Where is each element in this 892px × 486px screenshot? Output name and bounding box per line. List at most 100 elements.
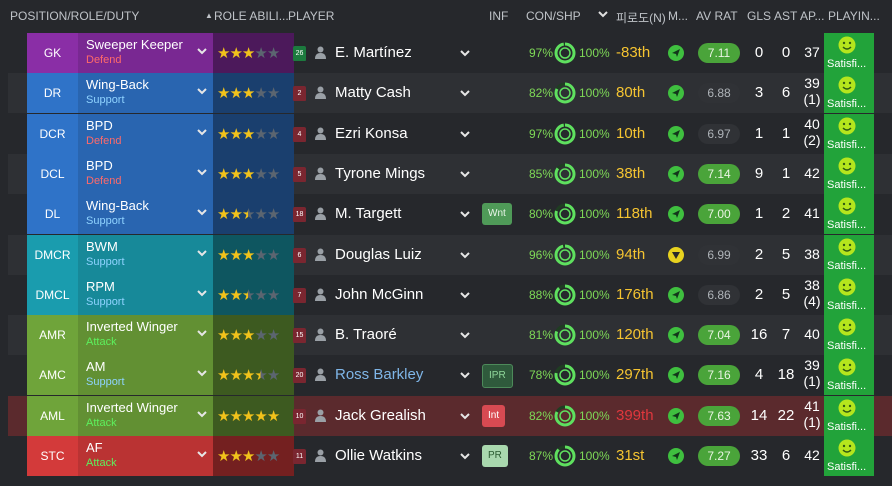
player-name[interactable]: B. Traoré [335,326,397,344]
duty-label: Support [86,94,125,107]
role-dropdown-chevron-icon[interactable] [195,407,209,421]
column-header-position[interactable]: POSITION/ROLE/DUTY [10,9,140,23]
star-icon: ★ [254,45,267,62]
table-row[interactable]: AMC AM Support ★ ★ ★ ★ ★ 20 Ross Barkley IPR 78% 100… [8,355,892,396]
column-header-playing-time[interactable]: PLAYIN... [828,9,880,23]
column-header-rank[interactable]: 피로도(N) [616,11,666,25]
person-icon [315,46,326,59]
role-dropdown-chevron-icon[interactable] [195,326,209,340]
playing-time-status: Satisfi... [827,299,867,312]
role-ability-stars: ★ ★ ★ ★ ★ [213,194,294,235]
role-selector[interactable]: BPD Defend [78,113,213,154]
table-row[interactable]: AMR Inverted Winger Attack ★ ★ ★ ★ ★ 15 B. Traoré… [8,315,892,356]
role-selector[interactable]: BWM Support [78,234,213,275]
assists-value: 0 [781,44,791,61]
player-dropdown-chevron-icon[interactable] [458,207,472,221]
appearances-value: 39 (1) [796,357,828,389]
condition-value: 85% [528,166,553,181]
role-dropdown-chevron-icon[interactable] [195,165,209,179]
player-dropdown-chevron-icon[interactable] [458,409,472,423]
column-header-av-rat[interactable]: AV RAT [696,9,738,23]
player-dropdown-chevron-icon[interactable] [458,167,472,181]
role-selector[interactable]: AF Attack [78,436,213,476]
role-dropdown-chevron-icon[interactable] [195,44,209,58]
player-dropdown-chevron-icon[interactable] [458,368,472,382]
column-header-apps[interactable]: AP... [800,9,825,23]
role-selector[interactable]: RPM Support [78,274,213,315]
player-name[interactable]: E. Martínez [335,44,412,61]
average-rating-badge: 7.04 [698,325,740,346]
position-label: DR [27,73,78,114]
column-header-ast[interactable]: AST [774,9,798,23]
role-dropdown-chevron-icon[interactable] [195,246,209,260]
player-dropdown-chevron-icon[interactable] [458,46,472,60]
goals-value: 2 [754,285,764,303]
star-icon: ★ [254,327,267,345]
player-dropdown-chevron-icon[interactable] [458,449,472,463]
condition-ring-icon [553,323,577,347]
role-dropdown-chevron-icon[interactable] [195,84,209,98]
appearances-value: 37 [796,44,828,60]
role-name: Inverted Winger [86,399,178,415]
star-icon: ★ [217,206,230,224]
assists-value: 1 [781,164,791,182]
player-dropdown-chevron-icon[interactable] [458,248,472,262]
player-name[interactable]: Ezri Konsa [335,124,408,142]
table-row[interactable]: AML Inverted Winger Attack ★ ★ ★ ★ ★ 10 Jack Grea… [8,395,892,436]
player-name[interactable]: M. Targett [335,205,402,223]
player-name[interactable]: Ollie Watkins [335,447,422,464]
position-label: DL [27,194,78,235]
player-name[interactable]: John McGinn [335,285,424,303]
role-selector[interactable]: BPD Defend [78,153,213,194]
column-header-inf[interactable]: INF [489,9,509,23]
column-header-role-ability[interactable]: ROLE ABILI... [214,9,289,23]
role-dropdown-chevron-icon[interactable] [195,125,209,139]
player-name[interactable]: Douglas Luiz [335,245,422,263]
rank-value: 176th [616,285,654,303]
role-selector[interactable]: Wing-Back Support [78,73,213,114]
average-rating-badge: 7.27 [698,446,740,466]
table-row[interactable]: GK Sweeper Keeper Defend ★ ★ ★ ★ ★ 26 E. Martínez… [8,33,892,73]
table-row[interactable]: DCR BPD Defend ★ ★ ★ ★ ★ 4 Ezri Konsa 97% 100% 10th 6… [8,113,892,154]
table-row[interactable]: DCL BPD Defend ★ ★ ★ ★ ★ 5 Tyrone Mings 85% 100% 38t… [8,153,892,194]
smiley-icon [838,197,856,215]
goals-value: 9 [754,164,764,182]
player-dropdown-chevron-icon[interactable] [458,86,472,100]
column-header-morale[interactable]: M... [668,9,688,23]
assists-value: 6 [781,84,791,102]
role-dropdown-chevron-icon[interactable] [195,286,209,300]
table-row[interactable]: DMCL RPM Support ★ ★ ★ ★ ★ 7 John McGinn 88% 100% 17… [8,274,892,315]
morale-icon [668,407,684,424]
role-dropdown-chevron-icon[interactable] [195,205,209,219]
role-selector[interactable]: AM Support [78,355,213,396]
role-ability-stars: ★ ★ ★ ★ ★ [213,395,294,436]
goals-value: 2 [754,245,764,263]
table-row[interactable]: STC AF Attack ★ ★ ★ ★ ★ 11 Ollie Watkins PR 87% 100%… [8,436,892,476]
table-row[interactable]: DL Wing-Back Support ★ ★ ★ ★ ★ 18 M. Targett Wnt 80… [8,194,892,235]
role-dropdown-chevron-icon[interactable] [195,447,209,461]
duty-label: Attack [86,416,117,429]
column-header-player[interactable]: PLAYER [288,9,335,23]
player-dropdown-chevron-icon[interactable] [458,328,472,342]
smiley-icon [838,358,856,376]
role-selector[interactable]: Sweeper Keeper Defend [78,33,213,73]
table-row[interactable]: DMCR BWM Support ★ ★ ★ ★ ★ 6 Douglas Luiz 96% 100% 9… [8,234,892,275]
player-name[interactable]: Jack Grealish [335,406,426,424]
role-dropdown-chevron-icon[interactable] [195,366,209,380]
player-name[interactable]: Ross Barkley [335,366,424,384]
player-name[interactable]: Tyrone Mings [335,164,426,182]
role-selector[interactable]: Inverted Winger Attack [78,395,213,436]
player-dropdown-chevron-icon[interactable] [458,288,472,302]
table-row[interactable]: DR Wing-Back Support ★ ★ ★ ★ ★ 2 Matty Cash 82% 100… [8,73,892,114]
player-name[interactable]: Matty Cash [335,84,411,102]
goals-value: 0 [754,44,764,61]
role-selector[interactable]: Inverted Winger Attack [78,315,213,356]
column-header-con-shp[interactable]: CON/SHP [526,9,581,23]
condition-value: 82% [528,408,553,423]
column-header-gls[interactable]: GLS [747,9,772,23]
appearances-value: 41 [796,205,828,221]
apps-total: 39 [804,75,820,92]
apps-total: 37 [804,44,820,60]
role-selector[interactable]: Wing-Back Support [78,194,213,235]
player-dropdown-chevron-icon[interactable] [458,127,472,141]
